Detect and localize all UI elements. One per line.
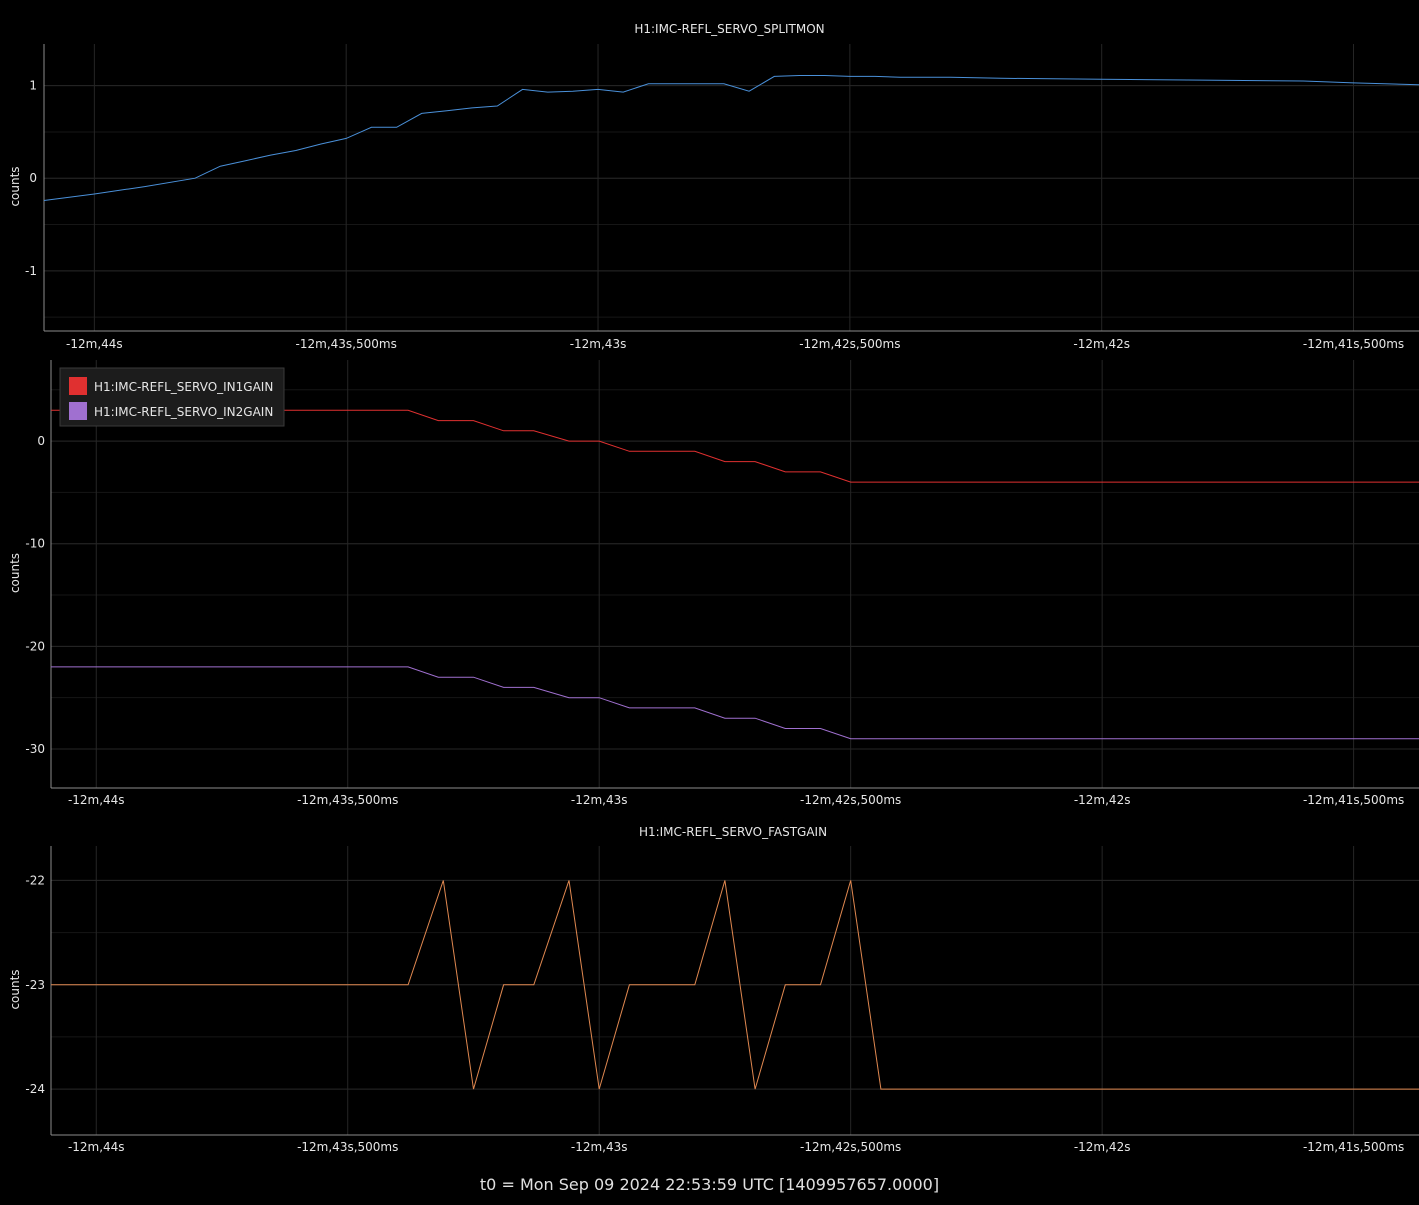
x-tick-label: -12m,44s [68, 793, 125, 807]
legend-swatch [69, 377, 87, 395]
x-tick-label: -12m,42s,500ms [800, 793, 901, 807]
chart-panel-2: -30 -20 -10 0 -12m,44s -12m,43s,500ms -12m,43s… [8, 360, 1419, 807]
y-axis-label: counts [8, 553, 22, 593]
x-tick-label: -12m,41s,500ms [1303, 793, 1404, 807]
y-tick-label: -23 [25, 978, 45, 992]
x-tick-label: -12m,41s,500ms [1303, 1140, 1404, 1154]
x-tick-label: -12m,44s [66, 337, 123, 351]
x-tick-label: -12m,42s [1073, 337, 1130, 351]
x-tick-label: -12m,43s,500ms [297, 1140, 398, 1154]
chart-panel-3: -24 -23 -22 -12m,44s -12m,43s,500ms -12m,43s -… [8, 825, 1419, 1154]
legend-swatch [69, 402, 87, 420]
chart-panel-1: -1 0 1 -12m,44s -12m,43s,500ms -12m,43s -12m,4… [8, 22, 1419, 351]
x-tick-label: -12m,43s,500ms [296, 337, 397, 351]
series-line-in1gain [51, 409, 1419, 483]
y-axis-label: counts [8, 969, 22, 1009]
t0-footer: t0 = Mon Sep 09 2024 22:53:59 UTC [14099… [479, 1175, 940, 1194]
y-axis-label: counts [8, 166, 22, 206]
y-tick-label: 0 [29, 171, 37, 185]
x-tick-label: -12m,44s [68, 1140, 125, 1154]
y-tick-label: -1 [25, 264, 37, 278]
series-line-in2gain [51, 666, 1419, 740]
x-tick-label: -12m,42s [1074, 793, 1131, 807]
legend: H1:IMC-REFL_SERVO_IN1GAIN H1:IMC-REFL_SER… [59, 367, 285, 427]
x-tick-label: -12m,43s,500ms [297, 793, 398, 807]
y-tick-label: -22 [25, 873, 45, 887]
y-tick-label: -10 [25, 537, 45, 551]
x-tick-label: -12m,43s [571, 793, 628, 807]
x-tick-label: -12m,42s,500ms [799, 337, 900, 351]
chart-title: H1:IMC-REFL_SERVO_FASTGAIN [639, 825, 827, 839]
legend-entry: H1:IMC-REFL_SERVO_IN2GAIN [94, 405, 273, 419]
x-tick-label: -12m,41s,500ms [1303, 337, 1404, 351]
series-line-splitmon [43, 75, 1419, 201]
legend-entry: H1:IMC-REFL_SERVO_IN1GAIN [94, 380, 273, 394]
y-tick-label: 1 [29, 79, 37, 93]
x-tick-label: -12m,43s [571, 1140, 628, 1154]
x-tick-label: -12m,43s [570, 337, 627, 351]
x-tick-label: -12m,42s [1074, 1140, 1131, 1154]
x-tick-label: -12m,42s,500ms [800, 1140, 901, 1154]
y-tick-label: -30 [25, 742, 45, 756]
y-tick-label: -24 [25, 1082, 45, 1096]
chart-title: H1:IMC-REFL_SERVO_SPLITMON [634, 22, 824, 36]
y-tick-label: -20 [25, 639, 45, 653]
y-tick-label: 0 [37, 434, 45, 448]
legend-box [59, 367, 285, 427]
series-line-fastgain [51, 880, 1419, 1090]
